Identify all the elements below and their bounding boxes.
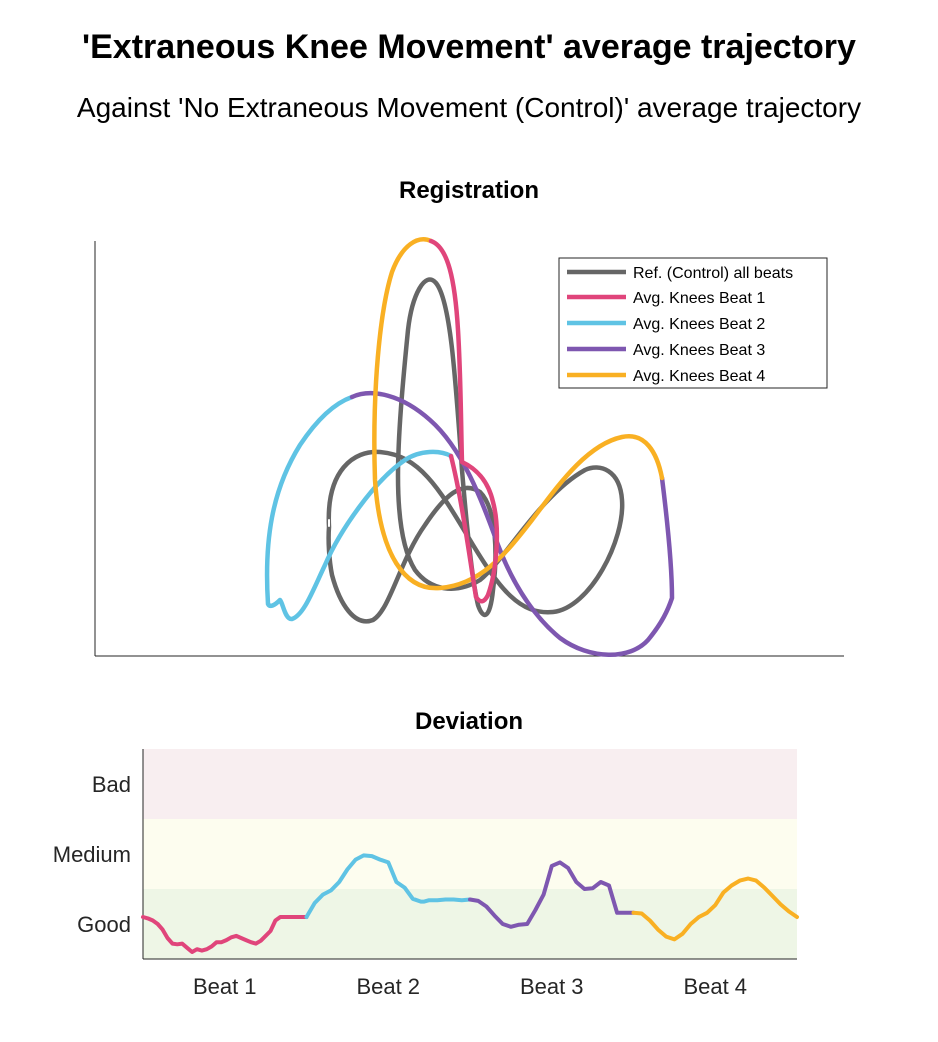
registration-title: Registration [399, 177, 539, 204]
legend-label-reference: Ref. (Control) all beats [633, 265, 793, 282]
deviation-series [141, 853, 799, 954]
registration-axes [94, 241, 844, 657]
deviation-line-beat-1 [141, 915, 309, 954]
y-tick-label-bad: Bad [92, 772, 131, 797]
deviation-line-beat-4 [631, 876, 799, 942]
beat4-trajectory [372, 237, 665, 591]
x-tick-label-beat-2: Beat 2 [356, 974, 420, 999]
deviation-line-beat-3 [468, 860, 636, 929]
legend-label-beat2: Avg. Knees Beat 2 [633, 316, 765, 333]
x-tick-label-beat-4: Beat 4 [683, 974, 747, 999]
legend-entry-beat2: Avg. Knees Beat 2 [567, 316, 765, 333]
zone-medium [143, 819, 797, 889]
y-tick-label-good: Good [77, 912, 131, 937]
deviation-title: Deviation [415, 708, 523, 735]
deviation-line-beat-2 [304, 853, 472, 919]
x-tick-label-beat-3: Beat 3 [520, 974, 584, 999]
registration-legend: Ref. (Control) all beats Avg. Knees Beat… [558, 257, 828, 389]
beat1-trajectory [428, 238, 500, 604]
zone-bad [143, 749, 797, 819]
legend-label-beat3: Avg. Knees Beat 3 [633, 342, 765, 359]
x-tick-label-beat-1: Beat 1 [193, 974, 257, 999]
legend-entry-beat3: Avg. Knees Beat 3 [567, 342, 765, 359]
deviation-zones [143, 749, 797, 959]
legend-entry-beat1: Avg. Knees Beat 1 [567, 290, 765, 307]
legend-label-beat4: Avg. Knees Beat 4 [633, 368, 765, 385]
page-subtitle: Against 'No Extraneous Movement (Control… [76, 92, 862, 123]
registration-plot [264, 237, 675, 657]
deviation-axes [142, 749, 797, 960]
legend-label-beat1: Avg. Knees Beat 1 [633, 290, 765, 307]
deviation-y-tick-labels: Good Medium Bad [53, 772, 131, 937]
beat2-trajectory [264, 394, 454, 622]
deviation-x-tick-labels: Beat 1 Beat 2 Beat 3 Beat 4 [193, 974, 747, 999]
page-title: 'Extraneous Knee Movement' average traje… [82, 28, 856, 66]
reference-trajectory [326, 277, 625, 624]
legend-entry-reference: Ref. (Control) all beats [567, 265, 793, 282]
legend-entry-beat4: Avg. Knees Beat 4 [567, 368, 765, 385]
y-tick-label-medium: Medium [53, 842, 131, 867]
beat3-trajectory [349, 391, 675, 657]
